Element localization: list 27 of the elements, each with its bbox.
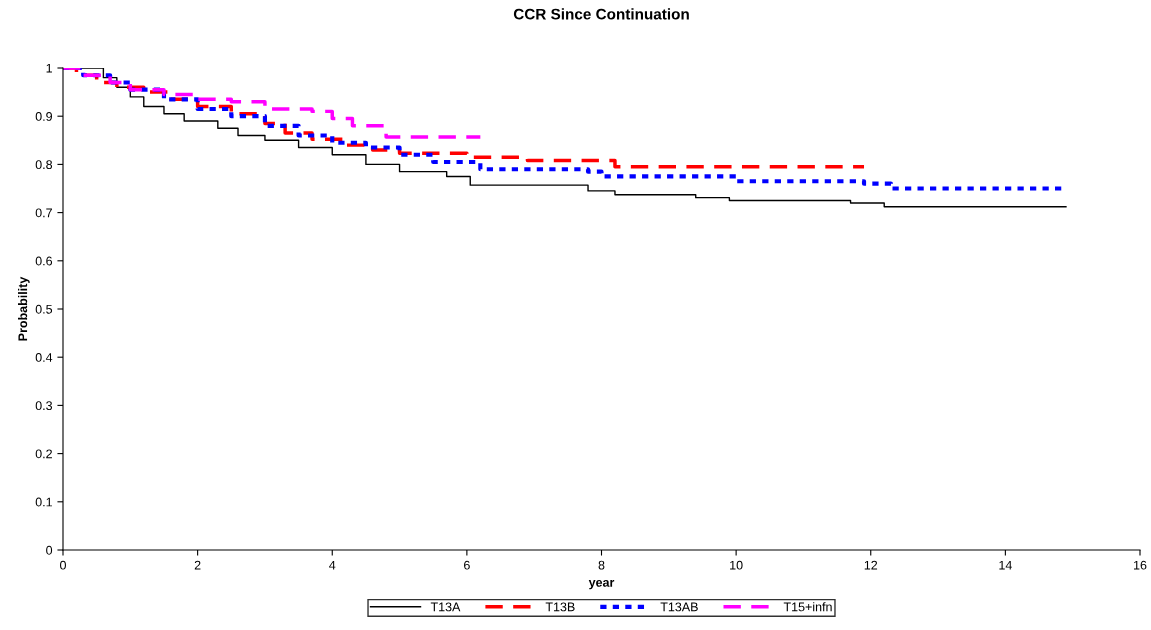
legend-label: T13A	[430, 602, 461, 612]
x-tick-label: 12	[864, 560, 878, 570]
x-tick-label: 6	[464, 560, 470, 570]
y-tick-label: 0.1	[35, 497, 52, 507]
y-axis-title: Probability	[18, 276, 30, 341]
x-tick-label: 10	[730, 560, 743, 570]
y-tick-label: 0.2	[35, 449, 52, 459]
x-tick-label: 8	[598, 560, 605, 570]
y-tick-label: 0	[46, 545, 53, 555]
y-tick-label: 0.8	[35, 160, 53, 170]
chart-title: CCR Since Continuation	[513, 8, 689, 20]
y-tick-label: 0.3	[35, 401, 53, 411]
x-tick-label: 2	[194, 560, 201, 570]
x-tick-label: 4	[329, 560, 336, 570]
legend-label: T15+infn	[783, 602, 832, 612]
y-tick-label: 0.6	[35, 256, 53, 266]
x-axis-title: year	[588, 579, 615, 590]
y-tick-label: 1	[46, 63, 52, 73]
y-tick-label: 0.5	[35, 304, 53, 314]
y-tick-label: 0.7	[35, 208, 52, 218]
y-tick-label: 0.4	[35, 353, 53, 362]
y-tick-label: 0.9	[35, 112, 52, 121]
legend-label: T13AB	[660, 602, 698, 612]
x-tick-label: 0	[60, 560, 66, 570]
x-tick-label: 14	[999, 560, 1012, 570]
x-tick-label: 16	[1134, 560, 1147, 570]
legend-label: T13B	[545, 602, 575, 612]
